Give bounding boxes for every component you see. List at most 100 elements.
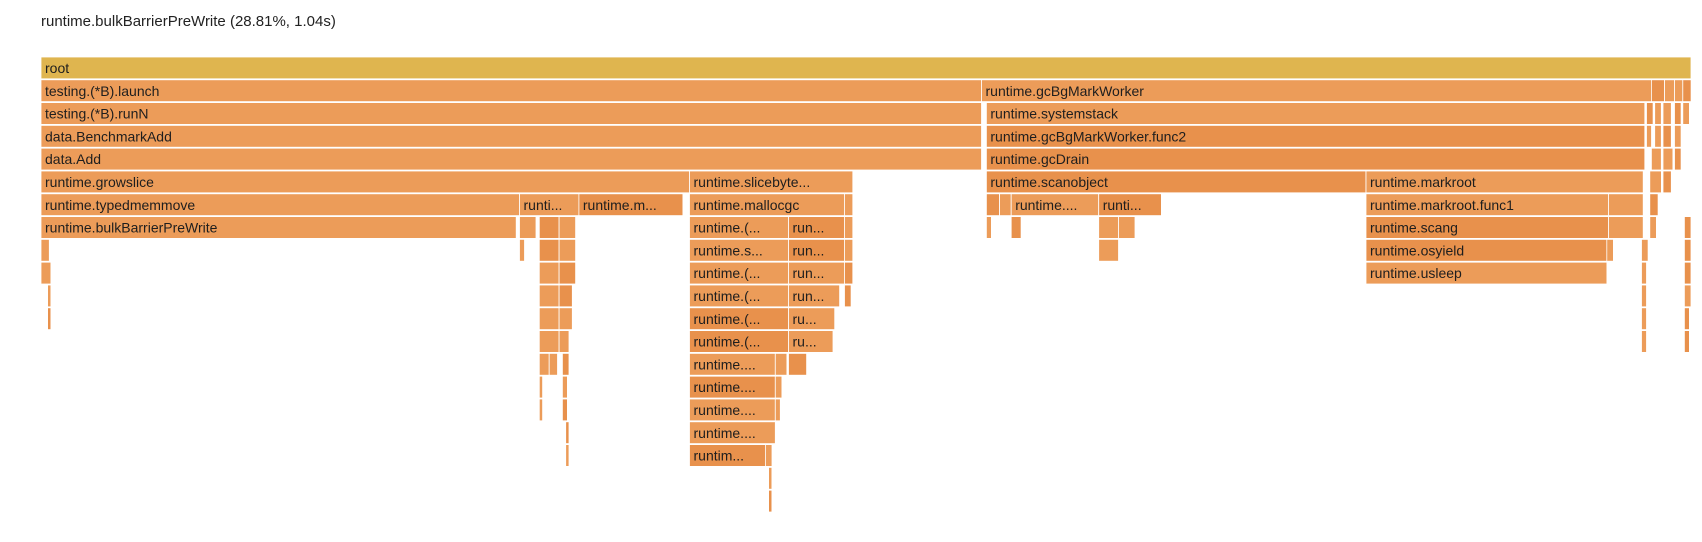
flame-frame-unlabeled[interactable] (1608, 193, 1644, 217)
flame-frame-unlabeled[interactable] (538, 238, 560, 262)
flame-frame-unlabeled[interactable] (538, 330, 560, 353)
flame-frame-bar[interactable] (538, 284, 560, 308)
flame-frame-unlabeled[interactable] (538, 398, 543, 422)
flame-frame-bar[interactable] (538, 216, 560, 239)
flame-frame-bar[interactable] (844, 216, 854, 239)
flame-frame-unlabeled[interactable] (47, 307, 52, 330)
flame-frame[interactable]: runtime.m... (578, 193, 684, 217)
flame-frame-unlabeled[interactable] (774, 375, 783, 399)
flame-frame-unlabeled[interactable] (562, 352, 570, 376)
flame-frame[interactable]: runtime.osyield (1365, 238, 1608, 262)
flame-frame-bar[interactable] (538, 238, 560, 262)
flame-frame-unlabeled[interactable] (1662, 102, 1672, 125)
flame-frame-bar[interactable] (1649, 193, 1659, 217)
flame-frame-unlabeled[interactable] (788, 352, 808, 376)
flame-frame-bar[interactable] (538, 261, 560, 285)
flame-frame-unlabeled[interactable] (1641, 330, 1647, 353)
flame-frame-unlabeled[interactable] (1649, 193, 1659, 217)
flame-frame-unlabeled[interactable] (844, 238, 854, 262)
flame-frame-unlabeled[interactable] (1641, 261, 1647, 285)
flame-frame[interactable]: runtime.(... (689, 284, 789, 308)
flame-frame-bar[interactable] (558, 261, 576, 285)
flame-frame[interactable]: run... (788, 284, 840, 308)
flame-frame-bar[interactable] (986, 125, 1646, 148)
flame-frame-bar[interactable] (1608, 193, 1644, 217)
flame-frame-unlabeled[interactable] (844, 216, 854, 239)
flame-frame-bar[interactable] (47, 307, 52, 330)
flame-frame-bar[interactable] (1098, 238, 1119, 262)
flame-frame-bar[interactable] (1641, 330, 1647, 353)
flame-frame-bar[interactable] (1684, 216, 1692, 239)
flame-frame-unlabeled[interactable] (774, 398, 781, 422)
flame-frame-bar[interactable] (558, 216, 576, 239)
flame-frame-bar[interactable] (519, 238, 525, 262)
flame-frame-bar[interactable] (1674, 102, 1682, 125)
flame-frame[interactable]: runtime.... (1010, 193, 1100, 217)
flame-frame-bar[interactable] (1662, 125, 1672, 148)
flame-frame-unlabeled[interactable] (565, 444, 570, 467)
flame-frame-bar[interactable] (1682, 79, 1692, 103)
flame-frame[interactable]: runtime.bulkBarrierPreWrite (40, 216, 517, 239)
flame-frame-bar[interactable] (1646, 102, 1654, 125)
flame-frame[interactable]: run... (788, 216, 845, 239)
flame-frame[interactable]: testing.(*B).runN (40, 102, 982, 125)
flame-frame-bar[interactable] (40, 79, 982, 103)
flame-frame-unlabeled[interactable] (986, 216, 992, 239)
flame-frame-unlabeled[interactable] (1641, 284, 1647, 308)
flame-frame-bar[interactable] (1641, 284, 1647, 308)
flame-frame-bar[interactable] (562, 375, 568, 399)
flame-frame[interactable]: runtime.growslice (40, 170, 690, 194)
flame-frame-bar[interactable] (1118, 216, 1136, 239)
flame-frame-unlabeled[interactable] (40, 261, 52, 285)
flame-frame-unlabeled[interactable] (548, 352, 558, 376)
flame-frame-unlabeled[interactable] (1674, 125, 1682, 148)
flame-frame-unlabeled[interactable] (1662, 147, 1674, 171)
flame-frame-unlabeled[interactable] (538, 261, 560, 285)
flame-frame-unlabeled[interactable] (1674, 102, 1682, 125)
flame-frame-unlabeled[interactable] (1118, 216, 1136, 239)
flame-frame-bar[interactable] (844, 284, 852, 308)
flame-frame-bar[interactable] (774, 352, 788, 376)
flame-frame[interactable]: runti... (1098, 193, 1162, 217)
flame-frame-unlabeled[interactable] (1654, 125, 1662, 148)
flame-frame-bar[interactable] (788, 330, 834, 353)
flame-frame-bar[interactable] (774, 398, 781, 422)
flame-frame-bar[interactable] (986, 102, 1646, 125)
flame-frame-unlabeled[interactable] (40, 238, 50, 262)
flame-frame-bar[interactable] (565, 421, 570, 444)
flame-frame-bar[interactable] (765, 444, 773, 467)
flame-frame[interactable]: data.BenchmarkAdd (40, 125, 982, 148)
flame-frame-bar[interactable] (768, 466, 773, 490)
flame-frame-unlabeled[interactable] (558, 216, 576, 239)
flame-frame-bar[interactable] (1684, 261, 1692, 285)
flame-frame-unlabeled[interactable] (1098, 216, 1119, 239)
flame-frame-bar[interactable] (788, 352, 808, 376)
flame-frame-bar[interactable] (40, 238, 50, 262)
flame-frame-bar[interactable] (1674, 147, 1682, 171)
flame-frame-bar[interactable] (1684, 307, 1690, 330)
flame-frame-unlabeled[interactable] (1684, 216, 1692, 239)
flame-frame[interactable]: runtime.... (689, 375, 776, 399)
flame-frame[interactable]: runtime.(... (689, 261, 789, 285)
flame-frame-bar[interactable] (1684, 330, 1690, 353)
flame-frame-bar[interactable] (986, 216, 992, 239)
flame-frame-bar[interactable] (844, 238, 854, 262)
flame-frame[interactable]: runtime.gcDrain (986, 147, 1646, 171)
flame-frame-bar[interactable] (986, 147, 1646, 171)
flame-frame-bar[interactable] (1646, 125, 1652, 148)
flame-frame-bar[interactable] (1684, 238, 1692, 262)
flame-frame-unlabeled[interactable] (558, 238, 576, 262)
flame-frame-bar[interactable] (40, 216, 517, 239)
flame-frame-bar[interactable] (40, 147, 982, 171)
flame-frame-bar[interactable] (788, 284, 840, 308)
flame-frame-bar[interactable] (1098, 193, 1162, 217)
flame-frame[interactable]: runtime.gcBgMarkWorker (981, 79, 1652, 103)
flame-frame-bar[interactable] (1606, 238, 1614, 262)
flame-frame-bar[interactable] (768, 489, 773, 513)
flame-frame-bar[interactable] (986, 193, 1001, 217)
flame-frame-unlabeled[interactable] (1682, 79, 1692, 103)
flame-frame-unlabeled[interactable] (1608, 216, 1644, 239)
flame-frame[interactable]: runtime.mallocgc (689, 193, 846, 217)
flame-frame-bar[interactable] (1684, 284, 1692, 308)
flame-frame-unlabeled[interactable] (538, 216, 560, 239)
